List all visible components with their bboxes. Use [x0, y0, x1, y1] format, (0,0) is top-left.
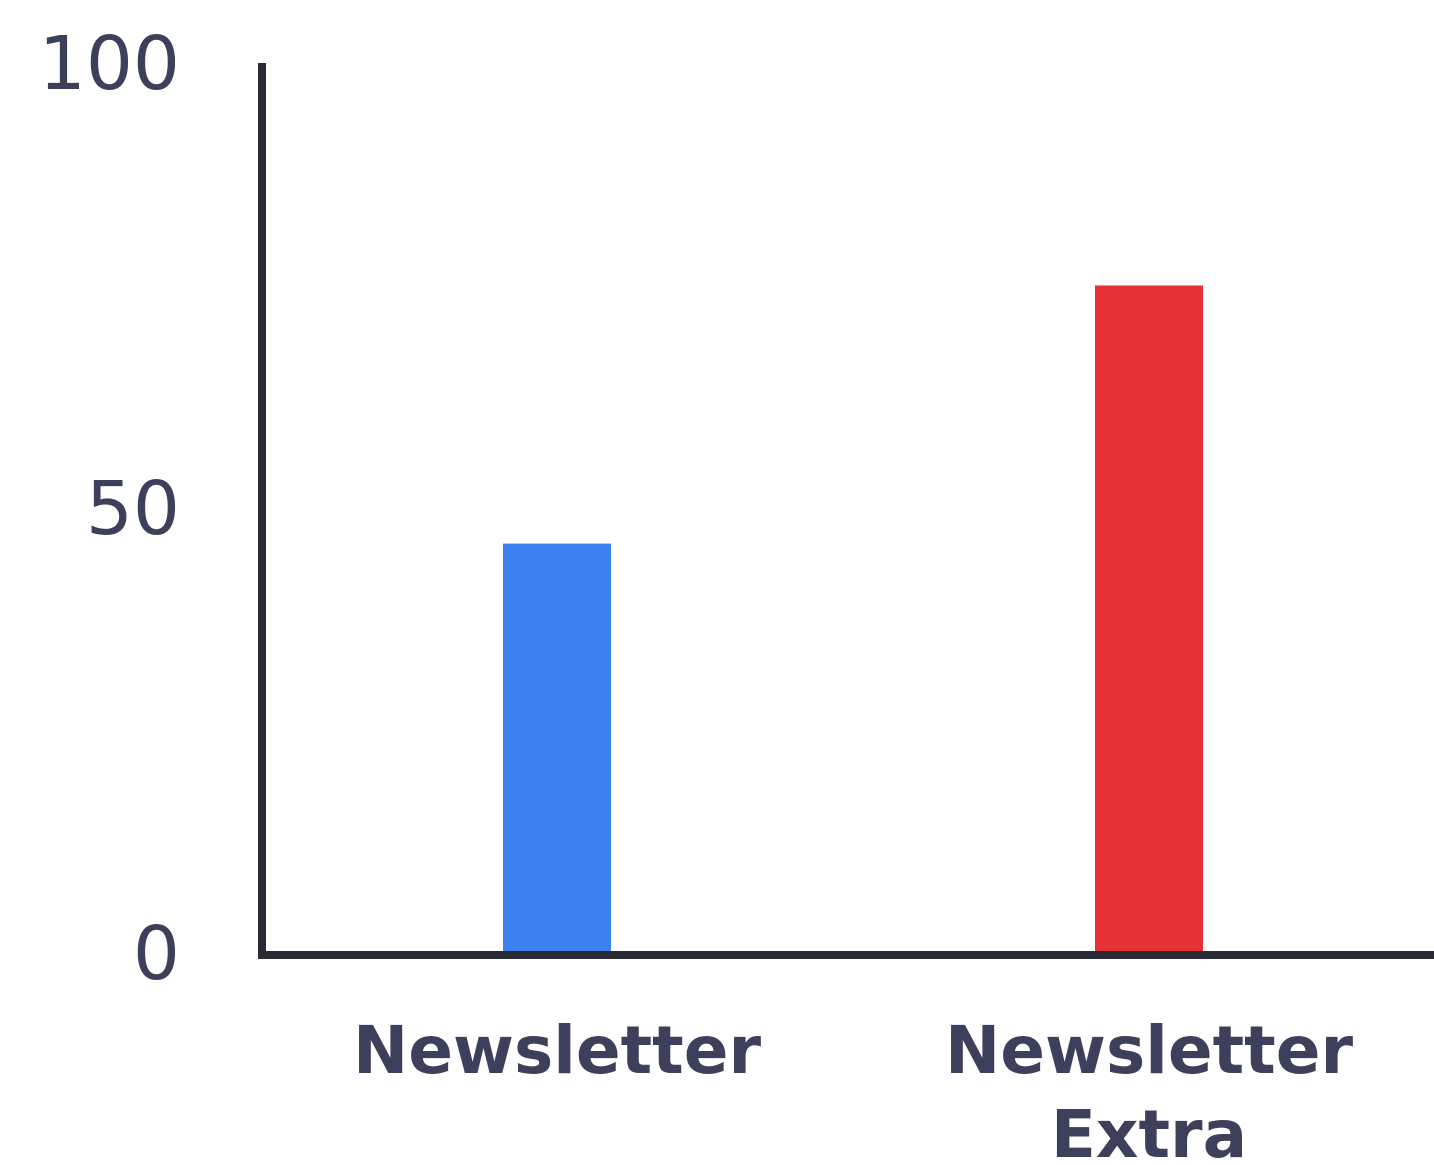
x-category-label: Newsletter	[353, 1012, 762, 1089]
y-tick-labels: 0 50 100	[39, 21, 180, 997]
x-category-labels: Newsletter Newsletter Extra	[353, 1012, 1354, 1165]
x-category-label-line: Extra	[1051, 1096, 1247, 1165]
y-tick-label: 100	[39, 21, 180, 107]
x-category-label-line: Newsletter	[945, 1012, 1354, 1089]
bars	[503, 285, 1203, 953]
x-category-label: Newsletter Extra	[945, 1012, 1354, 1165]
bar	[1095, 285, 1203, 953]
x-category-label-line: Newsletter	[353, 1012, 762, 1089]
y-tick-label: 0	[133, 911, 180, 997]
y-tick-label: 50	[86, 466, 180, 552]
bar	[503, 543, 611, 953]
axes	[258, 63, 1434, 959]
